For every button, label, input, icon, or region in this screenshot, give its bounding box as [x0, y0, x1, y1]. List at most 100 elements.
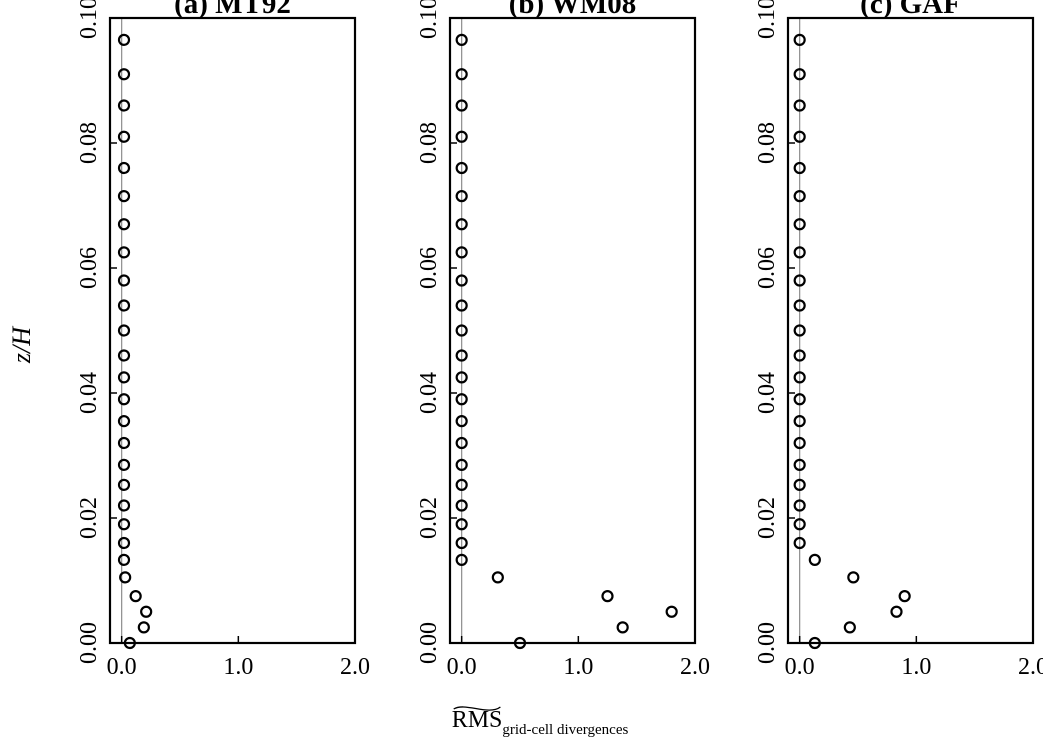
- data-point-1-12: [455, 415, 468, 428]
- y-tick-label-1-4: 0.08: [416, 122, 442, 164]
- data-point-2-2: [890, 605, 903, 618]
- data-point-2-8: [793, 499, 806, 512]
- data-point-1-5: [455, 553, 468, 566]
- data-point-1-14: [455, 371, 468, 384]
- data-point-2-5: [808, 553, 821, 566]
- y-tick-label-1-3: 0.06: [416, 247, 442, 289]
- data-point-0-6: [117, 536, 131, 550]
- data-point-1-9: [455, 478, 468, 491]
- x-tick-label-0-1: 1.0: [223, 654, 253, 680]
- data-point-0-8: [117, 499, 131, 512]
- data-point-2-11: [793, 436, 806, 450]
- y-tick-label-0-3: 0.06: [76, 247, 102, 289]
- x-tick-label-1-2: 2.0: [680, 654, 710, 680]
- data-point-2-19: [793, 246, 806, 259]
- y-tick-label-1-1: 0.02: [416, 497, 442, 539]
- data-point-1-21: [455, 190, 468, 203]
- data-point-0-1: [137, 621, 150, 634]
- data-point-0-25: [117, 68, 131, 81]
- data-point-1-6: [455, 536, 468, 550]
- data-point-1-13: [455, 393, 468, 406]
- data-point-0-11: [117, 436, 131, 450]
- x-tick-label-1-0: 0.0: [447, 654, 477, 680]
- data-point-2-6: [793, 536, 806, 550]
- data-point-0-3: [129, 590, 142, 603]
- data-point-1-2: [665, 605, 678, 618]
- data-point-2-12: [793, 415, 806, 428]
- x-axis-label: RMSgrid-cell divergences: [452, 707, 629, 738]
- y-tick-label-0-0: 0.00: [76, 622, 102, 664]
- data-point-0-21: [117, 190, 131, 203]
- data-point-2-3: [898, 590, 911, 603]
- data-point-1-24: [455, 99, 468, 112]
- data-point-1-22: [455, 161, 468, 175]
- data-point-2-14: [793, 371, 806, 384]
- data-point-1-18: [455, 274, 468, 287]
- data-point-1-8: [455, 499, 468, 512]
- data-point-0-19: [117, 246, 131, 259]
- data-point-1-11: [455, 436, 468, 450]
- data-point-2-0: [808, 636, 821, 650]
- data-point-0-14: [117, 371, 131, 384]
- data-point-0-7: [117, 518, 131, 531]
- data-point-0-10: [117, 458, 131, 471]
- y-tick-label-0-5: 0.10: [76, 0, 102, 39]
- data-point-2-7: [793, 518, 806, 531]
- data-point-0-18: [117, 274, 131, 287]
- data-point-0-12: [117, 415, 131, 428]
- data-point-0-13: [117, 393, 131, 406]
- x-tick-label-0-2: 2.0: [340, 654, 370, 680]
- y-tick-label-0-4: 0.08: [76, 122, 102, 164]
- data-point-2-26: [793, 33, 806, 46]
- x-tick-label-2-2: 2.0: [1018, 654, 1043, 680]
- data-point-1-20: [455, 218, 468, 231]
- data-point-2-24: [793, 99, 806, 112]
- data-point-1-3: [601, 590, 614, 603]
- data-point-1-16: [455, 324, 468, 337]
- x-axis-label-main: RMS: [452, 707, 503, 733]
- y-tick-label-0-2: 0.04: [76, 372, 102, 414]
- plot-frame-2: [786, 16, 1035, 645]
- data-point-2-21: [793, 190, 806, 203]
- data-point-1-7: [455, 518, 468, 531]
- data-point-2-15: [793, 349, 806, 362]
- y-axis-label: z/H: [7, 326, 36, 364]
- y-tick-label-1-5: 0.10: [416, 0, 442, 39]
- data-point-0-24: [117, 99, 131, 112]
- panel-title-2: (c) GAF: [860, 0, 961, 20]
- y-tick-label-2-3: 0.06: [754, 247, 780, 289]
- data-point-0-26: [117, 33, 131, 46]
- data-point-2-17: [793, 299, 806, 312]
- data-point-2-16: [793, 324, 806, 337]
- data-point-0-4: [119, 571, 132, 584]
- y-tick-label-0-1: 0.02: [76, 497, 102, 539]
- data-point-1-25: [455, 68, 468, 81]
- y-tick-label-2-5: 0.10: [754, 0, 780, 39]
- data-point-0-16: [117, 324, 131, 337]
- plot-frame-0: [108, 16, 357, 645]
- data-point-1-1: [616, 621, 629, 634]
- data-point-2-20: [793, 218, 806, 231]
- data-point-2-25: [793, 68, 806, 81]
- data-point-1-17: [455, 299, 468, 312]
- y-tick-label-1-0: 0.00: [416, 622, 442, 664]
- data-point-1-15: [455, 349, 468, 362]
- y-tick-label-2-0: 0.00: [754, 622, 780, 664]
- data-point-0-22: [117, 161, 131, 175]
- y-tick-label-2-1: 0.02: [754, 497, 780, 539]
- data-point-1-19: [455, 246, 468, 259]
- x-tick-label-1-1: 1.0: [563, 654, 593, 680]
- data-point-2-23: [793, 130, 806, 143]
- data-point-2-9: [793, 478, 806, 491]
- data-point-0-15: [117, 349, 131, 362]
- panel-title-0: (a) MT92: [174, 0, 291, 20]
- data-point-2-4: [847, 571, 860, 584]
- data-point-0-23: [117, 130, 131, 143]
- y-tick-label-1-2: 0.04: [416, 372, 442, 414]
- data-point-2-1: [843, 621, 856, 634]
- data-point-1-26: [455, 33, 468, 46]
- data-point-2-13: [793, 393, 806, 406]
- x-tick-label-2-0: 0.0: [785, 654, 815, 680]
- data-point-1-23: [455, 130, 468, 143]
